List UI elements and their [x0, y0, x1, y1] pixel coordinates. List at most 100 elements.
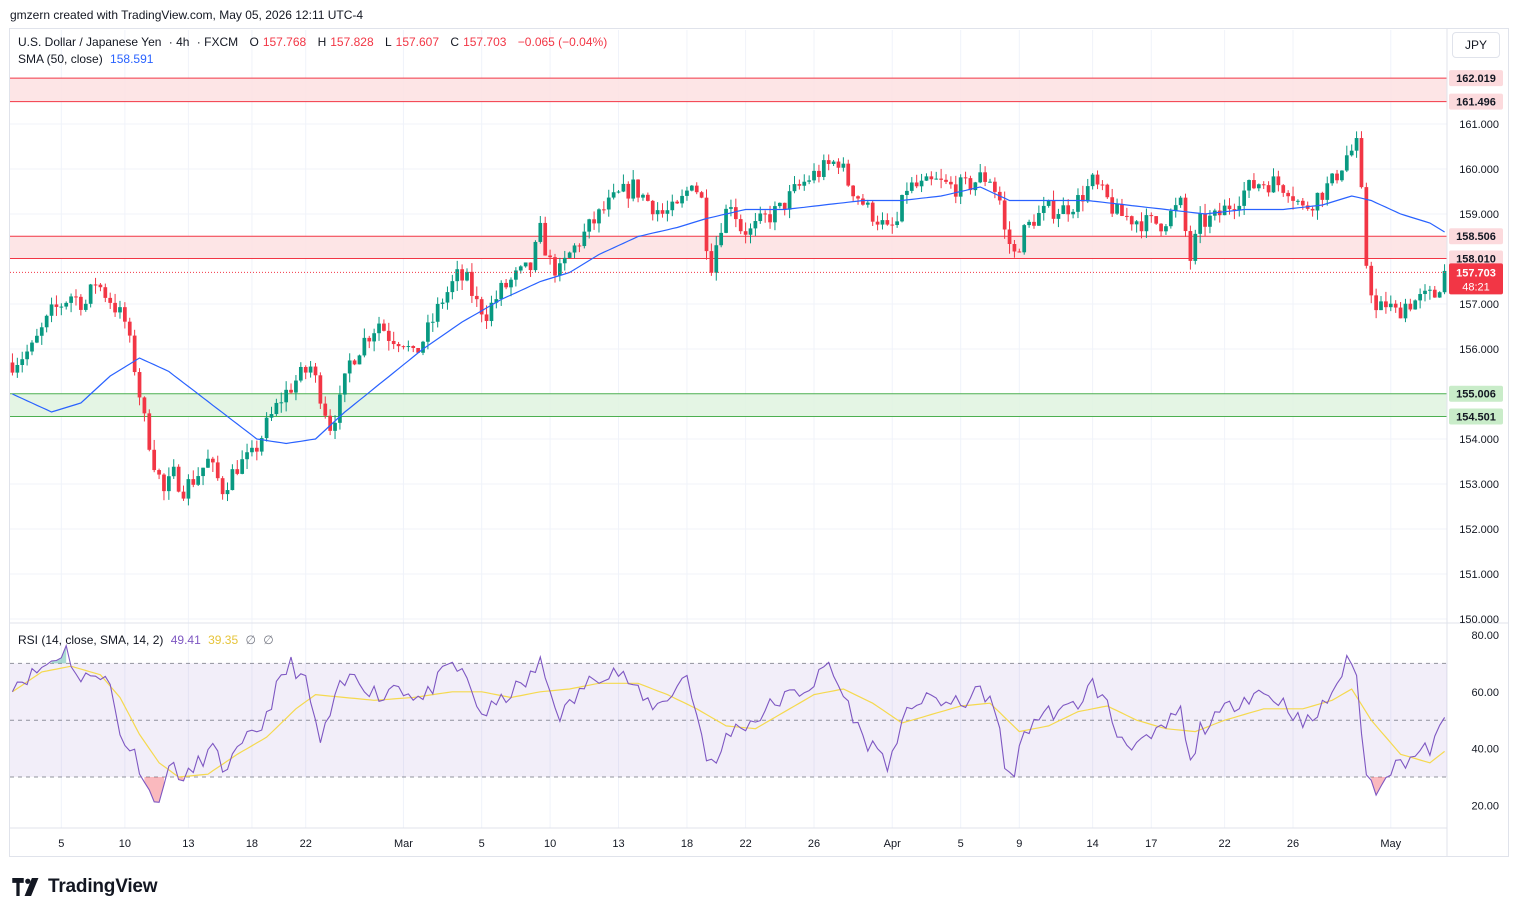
candle-body — [983, 172, 987, 182]
time-tick-label: 5 — [958, 838, 964, 850]
candle-body — [157, 470, 161, 475]
candle-body — [533, 241, 538, 271]
candle-body — [777, 202, 782, 207]
candle-body — [347, 360, 352, 374]
candle-body — [685, 190, 689, 196]
candle-body — [880, 220, 885, 225]
candle-body — [1154, 216, 1159, 224]
candle-body — [1066, 205, 1071, 215]
candle-body — [592, 219, 596, 224]
candle-body — [1193, 233, 1198, 261]
candle-body — [509, 279, 513, 288]
candle-body — [1271, 176, 1276, 193]
candle-body — [729, 207, 733, 209]
candle-body — [934, 178, 939, 180]
candle-body — [79, 296, 83, 310]
candle-body — [1398, 307, 1403, 319]
candle-body — [1252, 180, 1256, 189]
candle-body — [54, 304, 59, 307]
candle-body — [636, 179, 640, 198]
rsi-tick-label: 80.00 — [1471, 630, 1499, 642]
candle-body — [1232, 209, 1237, 211]
candle-body — [1164, 226, 1168, 232]
candle-body — [264, 417, 269, 439]
rsi-legend[interactable]: RSI (14, close, SMA, 14, 2) 49.41 39.35 … — [18, 633, 278, 647]
rsi-legend-extra-1: ∅ — [245, 633, 256, 647]
candle-body — [206, 458, 210, 468]
price-tick-label: 153.000 — [1459, 479, 1499, 491]
candle-body — [567, 252, 572, 258]
candle-body — [821, 160, 826, 177]
candle-body — [1247, 180, 1251, 191]
price-tick-label: 151.000 — [1459, 569, 1499, 581]
candle-body — [748, 228, 753, 235]
candle-body — [411, 346, 416, 349]
candle-body — [1041, 205, 1046, 213]
candle-body — [758, 213, 763, 222]
candle-body — [733, 207, 738, 220]
candle-body — [127, 321, 132, 336]
candle-body — [650, 200, 655, 215]
candle-body — [1300, 200, 1305, 206]
candle-body — [250, 447, 254, 453]
candle-body — [401, 346, 406, 348]
candle-body — [35, 335, 39, 343]
candle-body — [484, 314, 489, 322]
candle-body — [103, 287, 108, 298]
candle-body — [1129, 216, 1134, 225]
candle-body — [377, 323, 381, 334]
candle-body — [284, 389, 289, 403]
candle-body — [602, 209, 606, 211]
candle-body — [958, 177, 963, 197]
current-price-tag-bg — [1449, 263, 1503, 295]
candle-body — [645, 194, 650, 201]
candle-body — [132, 335, 137, 373]
candle-body — [924, 176, 929, 181]
candle-body — [538, 222, 543, 242]
candle-body — [1144, 215, 1149, 232]
candle-body — [1007, 229, 1012, 245]
candle-body — [259, 438, 264, 452]
candle-body — [1159, 223, 1163, 232]
time-tick-label: 10 — [119, 838, 131, 850]
tradingview-brand[interactable]: TradingView — [12, 876, 158, 898]
candle-body — [1403, 303, 1408, 319]
candle-body — [240, 459, 245, 474]
candle-body — [543, 222, 548, 256]
candle-body — [123, 307, 127, 322]
candle-body — [1081, 195, 1085, 202]
candle-body — [455, 269, 460, 282]
candle-body — [919, 180, 924, 187]
candle-body — [826, 160, 831, 164]
sma-legend[interactable]: SMA (50, close) 158.591 — [18, 52, 157, 66]
candle-body — [269, 414, 274, 418]
candle-body — [1369, 265, 1374, 296]
candle-body — [1178, 197, 1183, 206]
candle-body — [64, 302, 69, 307]
zone-price-tag: 154.501 — [1456, 411, 1496, 423]
candle-body — [1056, 214, 1061, 219]
zone-price-tag: 162.019 — [1456, 73, 1496, 85]
candle-body — [328, 415, 333, 431]
price-tick-label: 156.000 — [1459, 344, 1499, 356]
candle-body — [303, 366, 308, 373]
currency-button[interactable]: JPY — [1452, 32, 1500, 58]
candle-body — [1393, 303, 1398, 308]
zone-price-tag: 158.010 — [1456, 254, 1496, 266]
candle-body — [1237, 205, 1242, 210]
candle-body — [15, 364, 20, 373]
candle-body — [1374, 295, 1378, 311]
zone-price-tag-bg — [1449, 250, 1503, 267]
candle-body — [171, 466, 176, 477]
ohlc-change: −0.065 (−0.04%) — [517, 35, 608, 49]
candle-body — [333, 422, 337, 431]
candle-body — [230, 469, 235, 491]
candle-body — [1291, 196, 1295, 201]
ohlc-high: H 157.828 — [317, 35, 374, 49]
candle-body — [743, 231, 748, 235]
candle-body — [489, 302, 494, 322]
candle-body — [367, 337, 372, 342]
candle-body — [20, 359, 25, 365]
candle-body — [499, 282, 504, 300]
